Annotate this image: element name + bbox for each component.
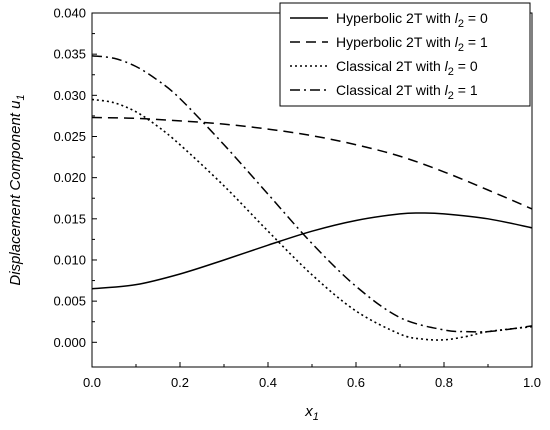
y-tick-label: 0.020 <box>53 170 86 185</box>
y-tick-label: 0.040 <box>53 6 86 21</box>
y-tick-label: 0.000 <box>53 335 86 350</box>
legend-label-2: Hyperbolic 2T with l2 = 1 <box>336 34 488 54</box>
y-tick-label: 0.010 <box>53 252 86 267</box>
x-tick-label: 0.6 <box>347 375 365 390</box>
x-tick-label: 0.4 <box>259 375 277 390</box>
x-axis-title: x1 <box>304 403 319 423</box>
y-axis-ticks: 0.000 0.005 0.010 0.015 0.020 0.025 0.030 0.035… <box>53 6 97 350</box>
y-tick-label: 0.030 <box>53 88 86 103</box>
legend-box <box>279 2 531 107</box>
x-tick-label: 1.0 <box>523 375 541 390</box>
y-tick-label: 0.035 <box>53 47 86 62</box>
series-line-1 <box>92 212 532 290</box>
y-tick-label: 0.015 <box>53 211 86 226</box>
plot-lines <box>92 55 532 341</box>
y-axis-title: Displacement Component u1 <box>7 94 27 285</box>
y-tick-label: 0.005 <box>53 294 86 309</box>
series-line-4 <box>92 55 532 333</box>
series-line-2 <box>92 116 532 210</box>
legend: Hyperbolic 2T with l2 = 0 Hyperbolic 2T w… <box>279 2 531 107</box>
x-axis-ticks: 0.0 0.2 0.4 0.6 0.8 1.0 <box>83 362 541 390</box>
x-tick-label: 0.2 <box>171 375 189 390</box>
y-tick-label: 0.025 <box>53 129 86 144</box>
legend-label-1: Hyperbolic 2T with l2 = 0 <box>336 10 488 30</box>
x-tick-label: 0.8 <box>435 375 453 390</box>
legend-label-3: Classical 2T with l2 = 0 <box>336 58 478 78</box>
series-line-3 <box>92 98 532 341</box>
x-tick-label: 0.0 <box>83 375 101 390</box>
legend-label-4: Classical 2T with l2 = 1 <box>336 82 478 102</box>
